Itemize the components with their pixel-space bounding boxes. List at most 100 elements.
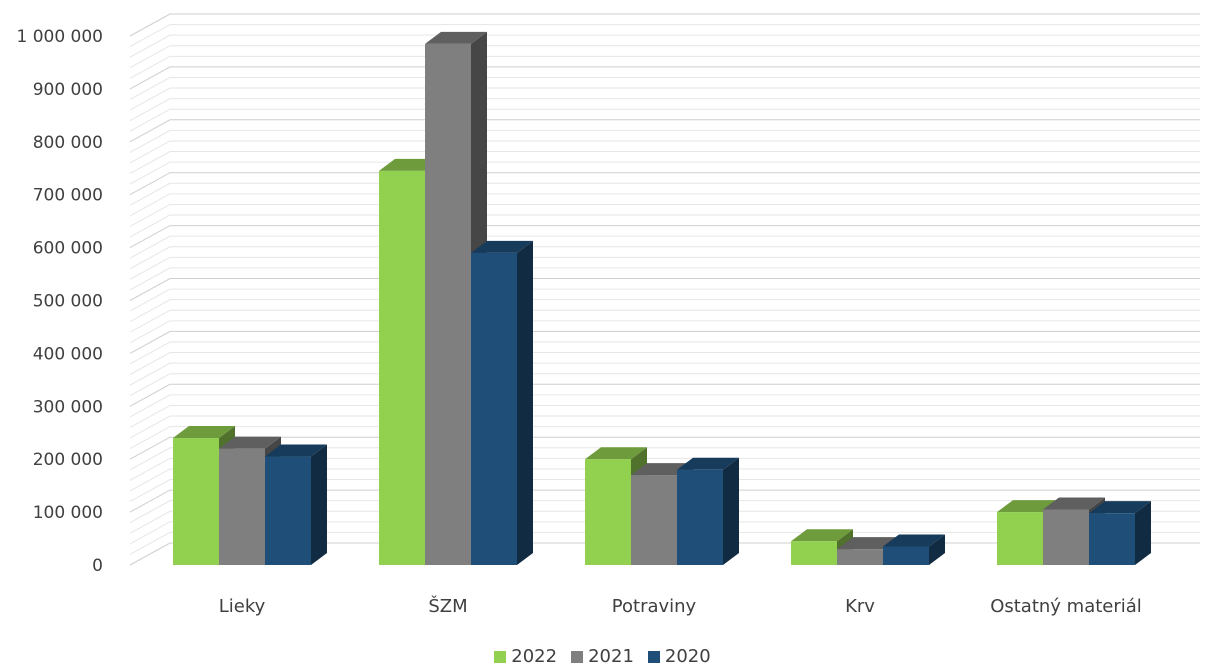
gridline-minor <box>129 299 1200 323</box>
y-tick-label: 800 000 <box>33 133 103 153</box>
gridline-major <box>129 489 1200 513</box>
bar-2020 <box>265 444 327 565</box>
bar-front <box>997 512 1043 565</box>
gridlines <box>129 13 1200 566</box>
gridline-minor <box>129 500 1200 524</box>
x-tick-label: ŠZM <box>428 595 467 617</box>
bar-top <box>265 444 327 457</box>
gridline-minor <box>129 288 1200 312</box>
gridline-major <box>129 172 1200 196</box>
legend-item-2020: 2020 <box>647 646 711 667</box>
legend-item-2021: 2021 <box>571 646 634 667</box>
bar-front <box>379 170 425 565</box>
gridline-minor <box>129 235 1200 259</box>
bar-front <box>883 546 929 565</box>
gridline-minor <box>129 129 1200 153</box>
gridline-minor <box>129 161 1200 185</box>
bar-2020 <box>471 240 533 565</box>
gridline-minor <box>129 309 1200 333</box>
bar-front <box>837 549 883 565</box>
gridline-major <box>129 330 1200 354</box>
gridline-minor <box>129 193 1200 217</box>
gridline-minor <box>129 457 1200 481</box>
gridline-major <box>129 225 1200 249</box>
gridline-minor <box>129 341 1200 365</box>
y-tick-label: 700 000 <box>33 186 103 206</box>
bar-side <box>311 444 327 565</box>
gridline-minor <box>129 362 1200 386</box>
gridline-minor <box>129 267 1200 291</box>
gridline-major <box>129 13 1200 37</box>
gridline-minor <box>129 45 1200 69</box>
y-tick-label: 200 000 <box>33 450 103 470</box>
gridline-minor <box>129 108 1200 132</box>
gridline-major <box>129 66 1200 90</box>
gridline-minor <box>129 55 1200 79</box>
bar-top <box>677 457 739 470</box>
bar-side <box>1135 501 1151 565</box>
bar-side <box>723 457 739 565</box>
gridline-minor <box>129 140 1200 164</box>
y-tick-label: 1 000 000 <box>16 27 103 47</box>
y-axis: 0 100 000 200 000 300 000 400 000 500 000 600 … <box>16 27 103 576</box>
legend-swatch-2020 <box>647 650 660 663</box>
x-tick-label: Potraviny <box>612 596 697 617</box>
bar-side <box>517 240 533 565</box>
gridline-minor <box>129 87 1200 111</box>
gridline-major <box>129 436 1200 460</box>
legend-label-2021: 2021 <box>588 646 634 667</box>
legend-swatch-2022 <box>494 650 507 663</box>
gridline-minor <box>129 76 1200 100</box>
gridline-minor <box>129 521 1200 545</box>
gridline-minor <box>129 246 1200 270</box>
bar-top <box>471 240 533 253</box>
bar-front <box>219 448 265 565</box>
bar-top <box>1043 497 1105 510</box>
bar-front <box>265 456 311 565</box>
legend-item-2022: 2022 <box>494 646 557 667</box>
bar-top <box>219 436 281 449</box>
bar-front <box>677 469 723 565</box>
gridline-minor <box>129 373 1200 397</box>
bar-top <box>1089 501 1151 514</box>
bar-top <box>425 31 487 44</box>
bar-front <box>631 475 677 565</box>
gridline-minor <box>129 404 1200 428</box>
legend: 2022 2021 2020 <box>0 646 1205 667</box>
gridline-minor <box>129 479 1200 502</box>
bars <box>173 31 1151 566</box>
gridline-minor <box>129 151 1200 174</box>
gridline-minor <box>129 415 1200 439</box>
bar-front <box>585 459 631 565</box>
x-axis: Lieky ŠZM Potraviny Krv Ostatný materiál <box>219 595 1142 617</box>
gridline-minor <box>129 203 1200 227</box>
bar-2020 <box>677 457 739 565</box>
bar-top <box>791 529 853 542</box>
gridline-minor <box>129 98 1200 122</box>
gridline-minor <box>129 510 1200 534</box>
gridline-minor <box>129 214 1200 238</box>
gridline-major <box>129 383 1200 407</box>
bar-front <box>1089 513 1135 565</box>
y-tick-label: 100 000 <box>33 503 103 523</box>
y-tick-label: 300 000 <box>33 397 103 417</box>
bar-2020 <box>883 534 945 565</box>
bar-front <box>173 438 219 565</box>
x-tick-label: Lieky <box>219 596 266 617</box>
y-tick-label: 500 000 <box>33 292 103 312</box>
gridline-minor <box>129 531 1200 555</box>
bar-front <box>425 43 471 566</box>
x-tick-label: Ostatný materiál <box>990 596 1142 617</box>
bar-front <box>1043 509 1089 565</box>
bar-chart: 0 100 000 200 000 300 000 400 000 500 000 600 … <box>16 13 1200 617</box>
gridline-major <box>129 119 1200 143</box>
bar-top <box>173 426 235 439</box>
bar-2020 <box>1089 501 1151 565</box>
gridline-minor <box>129 256 1200 280</box>
gridline-minor <box>129 352 1200 375</box>
bar-top <box>585 447 647 460</box>
legend-label-2022: 2022 <box>511 646 558 667</box>
gridline-minor <box>129 468 1200 492</box>
x-tick-label: Krv <box>845 596 875 617</box>
bar-front <box>471 252 517 565</box>
